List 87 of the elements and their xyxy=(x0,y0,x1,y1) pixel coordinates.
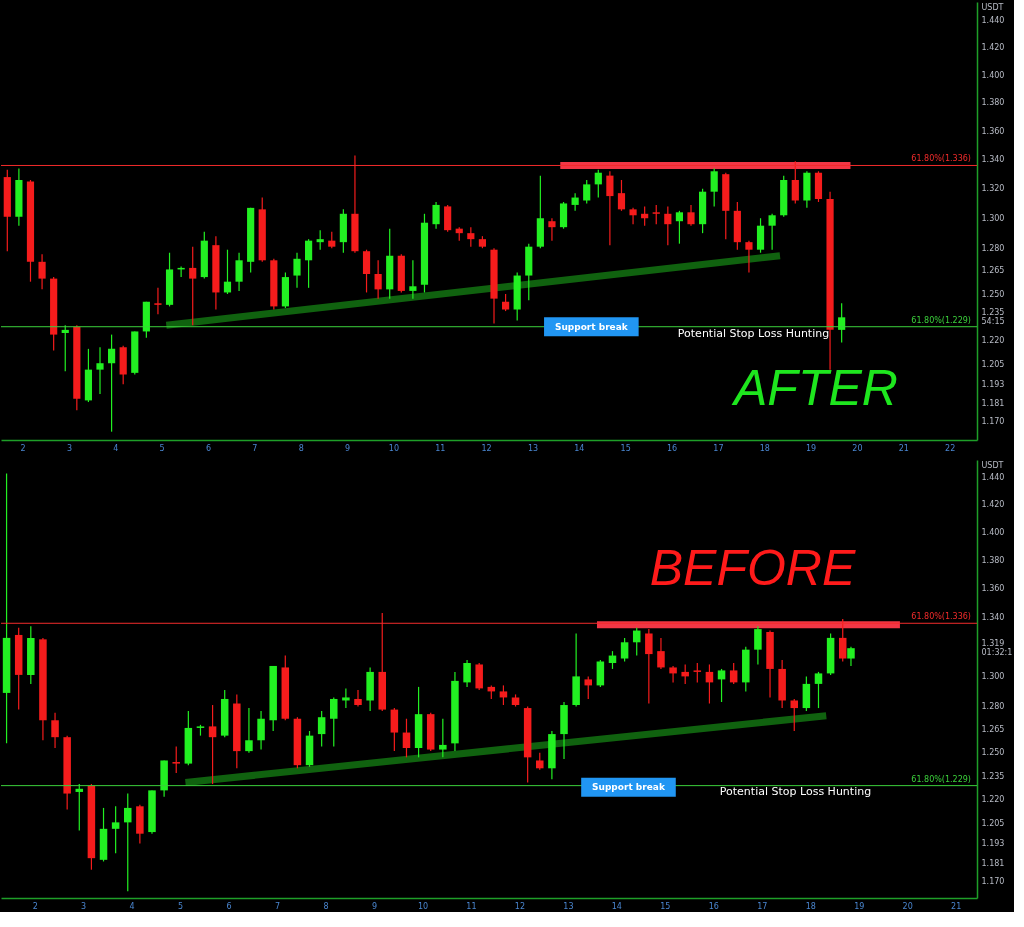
ref-line-label: 61.80%(1.336) xyxy=(911,154,971,164)
x-tick-label: 15 xyxy=(620,443,631,453)
y-tick-label: 1.170 xyxy=(981,876,1005,886)
x-tick-label: 5 xyxy=(159,443,165,453)
x-tick-label: 2 xyxy=(20,443,26,453)
y-tick-label: 1.280 xyxy=(981,243,1005,253)
text: AFTER xyxy=(731,359,898,416)
annotation: Support break xyxy=(554,321,629,332)
x-tick-label: 3 xyxy=(81,901,87,911)
y-tick-label: 1.193 xyxy=(981,838,1005,848)
y-tick-label: 1.170 xyxy=(981,417,1005,427)
x-tick-label: 14 xyxy=(574,443,585,453)
y-tick-label: 1.420 xyxy=(981,43,1005,53)
ref-line-label: 61.80%(1.229) xyxy=(911,315,971,325)
annotation: Potential Stop Loss Hunting xyxy=(719,784,872,798)
y-tick-label: 1.250 xyxy=(981,289,1005,299)
x-tick-label: 16 xyxy=(708,901,719,911)
x-tick-label: 6 xyxy=(205,443,212,453)
x-tick-label: 21 xyxy=(898,443,909,453)
y-tick-label: 1.400 xyxy=(981,527,1005,537)
x-tick-label: 19 xyxy=(806,443,817,453)
y-tick-label: 1.193 xyxy=(981,379,1005,389)
x-tick-label: 21 xyxy=(951,901,962,911)
x-tick-label: 4 xyxy=(113,443,119,453)
y-tick-label: 1.205 xyxy=(981,360,1005,370)
x-tick-label: 17 xyxy=(713,443,724,453)
x-tick-label: 18 xyxy=(805,901,816,911)
x-tick-label: 14 xyxy=(611,901,622,911)
x-tick-label: 3 xyxy=(66,443,72,453)
y-tick-label: 1.181 xyxy=(981,858,1005,868)
y-tick-label: 1.360 xyxy=(981,584,1005,594)
x-tick-label: 20 xyxy=(852,443,863,453)
x-tick-label: 22 xyxy=(945,443,956,453)
x-tick-label: 5 xyxy=(178,901,184,911)
x-tick-label: 7 xyxy=(252,443,258,453)
x-tick-label: 11 xyxy=(435,443,446,453)
x-tick-label: 12 xyxy=(514,901,526,911)
y-tick-label: 1.265 xyxy=(981,724,1005,734)
y-tick-label: 1.320 xyxy=(981,184,1005,194)
y-tick-label: 1.400 xyxy=(981,70,1005,80)
y-tick-label: 1.360 xyxy=(981,126,1005,136)
x-tick-label: 6 xyxy=(226,901,232,911)
x-tick-label: 9 xyxy=(345,443,351,453)
y-tick-label: 1.340 xyxy=(981,612,1005,622)
y-tick-label: 1.380 xyxy=(981,98,1005,108)
annotation: Support break xyxy=(592,782,666,793)
y-tick-label: 1.220 xyxy=(981,336,1005,346)
y-tick-label: 1.235 54:15 xyxy=(981,308,1005,327)
x-tick-label: 11 xyxy=(466,901,477,911)
y-axis-title: USDT xyxy=(981,2,1004,12)
x-tick-label: 10 xyxy=(388,443,400,453)
x-tick-label: 19 xyxy=(854,901,865,911)
x-tick-label: 4 xyxy=(129,901,135,911)
x-tick-label: 12 xyxy=(481,443,492,453)
y-axis-title: USDT xyxy=(981,460,1004,470)
y-tick-label: 1.300 xyxy=(981,671,1005,681)
y-tick-label: 1.440 xyxy=(981,16,1005,26)
x-tick-label: 20 xyxy=(902,901,913,911)
x-tick-label: 17 xyxy=(757,901,768,911)
x-tick-label: 7 xyxy=(275,901,281,911)
y-tick-label: 1.220 xyxy=(981,795,1005,805)
y-tick-label: 1.380 xyxy=(981,555,1005,565)
x-tick-label: 10 xyxy=(417,901,429,911)
y-tick-label: 1.235 xyxy=(981,771,1005,781)
text: BEFORE xyxy=(649,539,856,596)
x-tick-label: 16 xyxy=(666,443,678,453)
ref-line-label: 61.80%(1.229) xyxy=(911,774,971,784)
y-tick-label: 1.319 01:32:1 xyxy=(981,639,1013,658)
y-tick-label: 1.440 xyxy=(981,472,1005,482)
y-tick-label: 1.340 xyxy=(981,155,1005,165)
x-tick-label: 2 xyxy=(32,901,38,911)
y-tick-label: 1.300 xyxy=(981,213,1005,223)
x-tick-label: 13 xyxy=(563,901,574,911)
annotation: Potential Stop Loss Hunting xyxy=(677,326,830,340)
y-tick-label: 1.181 xyxy=(981,399,1005,409)
y-tick-label: 1.250 xyxy=(981,748,1005,758)
x-tick-label: 8 xyxy=(298,443,304,453)
y-tick-label: 1.205 xyxy=(981,819,1005,829)
y-tick-label: 1.420 xyxy=(981,500,1005,510)
x-tick-label: 18 xyxy=(759,443,770,453)
ref-line-label: 61.80%(1.336) xyxy=(911,612,971,622)
x-tick-label: 8 xyxy=(323,901,329,911)
y-tick-label: 1.280 xyxy=(981,702,1005,712)
y-tick-label: 1.265 xyxy=(981,266,1005,276)
x-tick-label: 13 xyxy=(527,443,539,453)
x-tick-label: 9 xyxy=(371,901,378,911)
x-tick-label: 15 xyxy=(660,901,671,911)
